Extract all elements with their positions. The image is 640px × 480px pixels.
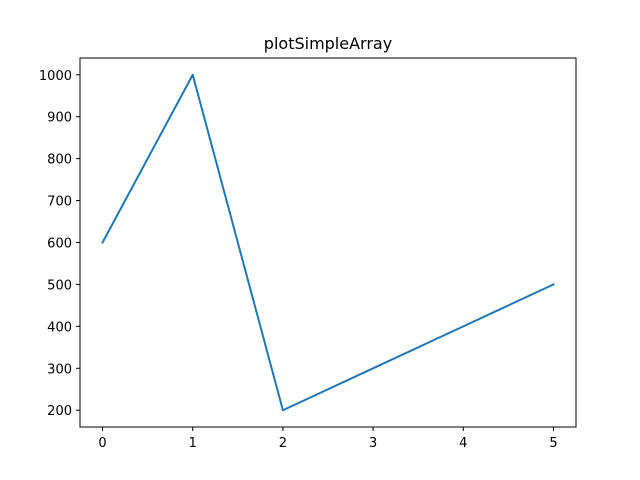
series-layer xyxy=(101,73,555,412)
y-tick-label: 1000 xyxy=(39,69,72,84)
y-tick-label: 800 xyxy=(47,153,72,168)
y-tick-label: 600 xyxy=(47,237,72,252)
x-tick-label: 4 xyxy=(459,436,467,451)
plot-area-frame xyxy=(79,57,577,428)
x-tick-label: 2 xyxy=(279,436,287,451)
y-tick-label: 300 xyxy=(47,362,72,377)
y-tick-label: 900 xyxy=(47,111,72,126)
x-axis-ticks: 0 1 2 3 4 5 xyxy=(98,427,558,451)
y-axis-ticks: 200 300 400 500 600 700 800 900 1000 xyxy=(39,69,80,419)
chart-title: plotSimpleArray xyxy=(264,34,392,53)
x-tick-label: 1 xyxy=(189,436,197,451)
y-tick-label: 400 xyxy=(47,320,72,335)
x-tick-label: 3 xyxy=(369,436,377,451)
y-tick-label: 500 xyxy=(47,278,72,293)
x-tick-label: 0 xyxy=(98,436,106,451)
series-line-0 xyxy=(101,73,555,412)
y-tick-label: 700 xyxy=(47,195,72,210)
y-tick-label: 200 xyxy=(47,404,72,419)
x-tick-label: 5 xyxy=(549,436,557,451)
